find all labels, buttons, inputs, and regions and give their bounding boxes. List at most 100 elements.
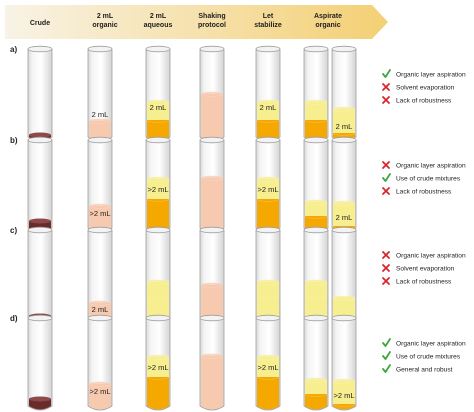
step-label-line: 2 mL bbox=[97, 13, 114, 20]
volume-label: 2 mL bbox=[336, 122, 353, 131]
liquid-layer bbox=[147, 282, 169, 295]
outcome-label: Solvent evaporation bbox=[396, 85, 455, 92]
liquid-layer bbox=[305, 202, 327, 216]
row-label: a) bbox=[10, 45, 17, 54]
step-label-line: Let bbox=[263, 13, 274, 20]
test-tube bbox=[87, 45, 113, 142]
test-tube bbox=[331, 226, 357, 323]
outcome-label: Solvent evaporation bbox=[396, 266, 455, 273]
volume-label: 2 mL bbox=[92, 110, 109, 119]
test-tube bbox=[87, 314, 113, 411]
outcome-item: Organic layer aspiration bbox=[382, 338, 466, 348]
volume-label: 2 mL bbox=[92, 305, 109, 314]
outcome-label: Organic layer aspiration bbox=[396, 253, 466, 260]
liquid-layer bbox=[305, 380, 327, 394]
step-label: Shaking protocol bbox=[198, 13, 226, 29]
test-tube bbox=[145, 45, 171, 142]
row-label: b) bbox=[10, 136, 18, 145]
test-tube bbox=[303, 136, 329, 233]
liquid-layer bbox=[201, 285, 223, 322]
process-arrow bbox=[5, 5, 388, 39]
check-icon bbox=[382, 173, 391, 182]
outcome-label: Lack of robustness bbox=[396, 279, 452, 286]
test-tube bbox=[27, 226, 53, 323]
cross-icon bbox=[382, 83, 390, 91]
test-tube bbox=[255, 45, 281, 142]
liquid-layer bbox=[333, 203, 355, 226]
volume-label: >2 mL bbox=[147, 185, 168, 194]
test-tube bbox=[303, 314, 329, 411]
check-icon bbox=[382, 351, 391, 360]
outcome-label: Lack of robustness bbox=[396, 189, 452, 196]
liquid-layer bbox=[305, 295, 327, 322]
check-icon bbox=[382, 364, 391, 373]
outcome-item: Organic layer aspiration bbox=[382, 69, 466, 79]
liquid-layer bbox=[257, 295, 279, 322]
liquid-layer bbox=[89, 121, 111, 141]
test-tube bbox=[199, 136, 225, 233]
volume-label: >2 mL bbox=[89, 209, 110, 218]
row-label: c) bbox=[10, 226, 17, 235]
liquid-layer bbox=[257, 377, 279, 410]
outcome-item: Lack of robustness bbox=[382, 96, 452, 105]
test-tube bbox=[199, 226, 225, 323]
liquid-layer bbox=[147, 179, 169, 199]
liquid-layer bbox=[305, 282, 327, 295]
outcome-item: Use of crude mixtures bbox=[382, 173, 461, 183]
step-label-line: 2 mL bbox=[150, 13, 167, 20]
step-label-line: Crude bbox=[30, 20, 50, 27]
liquid-layer bbox=[257, 179, 279, 199]
outcome-item: Solvent evaporation bbox=[382, 83, 455, 92]
cross-icon bbox=[382, 264, 390, 272]
test-tube bbox=[145, 226, 171, 323]
liquid-layer bbox=[147, 199, 169, 232]
liquid-layer bbox=[147, 357, 169, 377]
step-label-line: stabilize bbox=[254, 22, 282, 29]
test-tube bbox=[255, 136, 281, 233]
test-tube bbox=[303, 45, 329, 142]
liquid-layer bbox=[147, 295, 169, 322]
step-label-line: organic bbox=[315, 22, 340, 29]
test-tube bbox=[303, 226, 329, 323]
step-label: 2 mL aqueous bbox=[144, 13, 173, 29]
outcome-item: Use of crude mixtures bbox=[382, 351, 461, 361]
liquid-layer bbox=[333, 109, 355, 133]
volume-label: >2 mL bbox=[147, 363, 168, 372]
test-tube bbox=[199, 314, 225, 411]
step-label-line: protocol bbox=[198, 22, 226, 29]
outcome-item: General and robust bbox=[382, 364, 453, 374]
outcome-label: General and robust bbox=[396, 367, 453, 374]
test-tube bbox=[27, 136, 53, 233]
outcome-label: Use of crude mixtures bbox=[396, 354, 461, 361]
outcome-item: Organic layer aspiration bbox=[382, 161, 466, 170]
volume-label: >2 mL bbox=[333, 391, 354, 400]
step-label-line: organic bbox=[92, 22, 117, 29]
volume-label: >2 mL bbox=[257, 363, 278, 372]
liquid-layer bbox=[201, 356, 223, 410]
outcome-item: Lack of robustness bbox=[382, 277, 452, 286]
test-tube bbox=[145, 136, 171, 233]
step-label-line: Aspirate bbox=[314, 13, 342, 20]
test-tube bbox=[27, 314, 53, 411]
cross-icon bbox=[382, 277, 390, 285]
step-label: Crude bbox=[30, 20, 50, 27]
volume-label: >2 mL bbox=[257, 185, 278, 194]
volume-label: 2 mL bbox=[260, 103, 277, 112]
liquid-layer bbox=[89, 384, 111, 410]
liquid-layer bbox=[305, 394, 327, 410]
outcome-label: Organic layer aspiration bbox=[396, 163, 466, 170]
liquid-layer bbox=[257, 357, 279, 377]
step-label-line: Shaking bbox=[198, 13, 225, 20]
volume-label: 2 mL bbox=[150, 103, 167, 112]
liquid-layer bbox=[201, 178, 223, 232]
crude-layer bbox=[29, 399, 51, 410]
test-tube bbox=[331, 45, 357, 142]
liquid-layer bbox=[147, 102, 169, 120]
liquid-layer bbox=[333, 381, 355, 404]
protocol-row: d) >2 mL >2 mL >2 mL >2 mL Organic layer aspi… bbox=[10, 314, 466, 411]
test-tube bbox=[255, 314, 281, 411]
step-label: Let stabilize bbox=[254, 13, 282, 29]
cross-icon bbox=[382, 187, 390, 195]
cross-icon bbox=[382, 161, 390, 169]
